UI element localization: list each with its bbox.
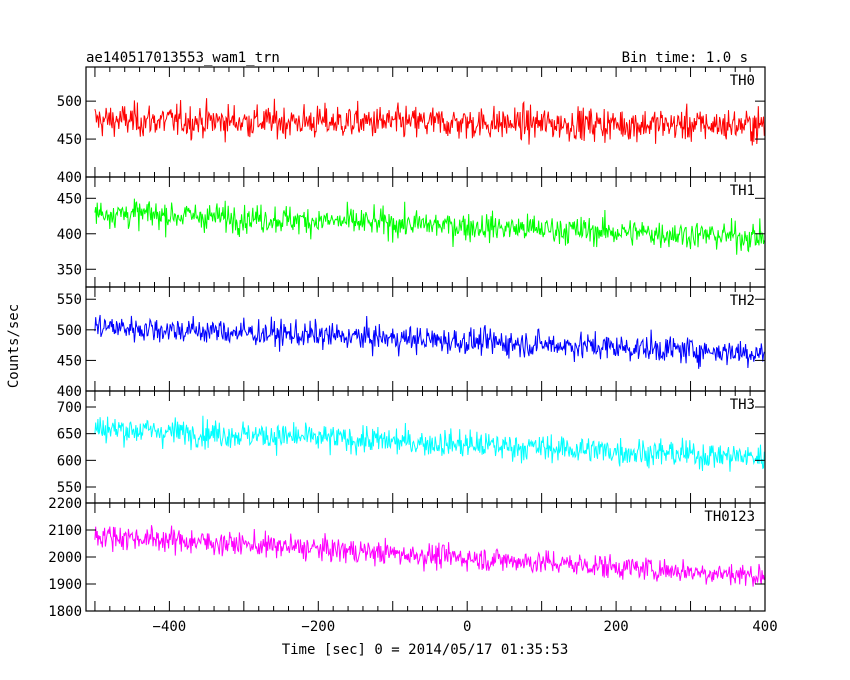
y-tick-label: 600	[57, 453, 82, 469]
y-tick-label: 700	[57, 400, 82, 416]
y-tick-label: 400	[57, 227, 82, 243]
chart-title: ae140517013553_wam1_trn	[86, 50, 280, 66]
panel-th0123: TH0123 1800 1900 2000 2100 2200	[48, 496, 766, 620]
y-tick-label: 400	[57, 170, 82, 186]
panels-group: TH0400450500TH1350400450TH2400450500550T…	[48, 66, 778, 635]
y-tick-label: 450	[57, 132, 82, 148]
x-tick-label: 0	[463, 619, 471, 635]
panel-th3: TH3 550 600 650 700	[57, 390, 766, 504]
y-tick-label: 2200	[48, 496, 82, 512]
series-line-th3	[94, 415, 765, 472]
series-line-th0123	[94, 525, 765, 587]
series-line-th2	[94, 314, 765, 369]
y-tick-label: 450	[57, 353, 82, 369]
panel-label: TH0123	[704, 509, 755, 525]
series-line-th0	[94, 98, 765, 146]
y-tick-label: 2000	[48, 550, 82, 566]
y-tick-label: 500	[57, 323, 82, 339]
series-line-th1	[94, 198, 765, 255]
panel-label: TH3	[730, 397, 755, 413]
y-axis-label: Counts/sec	[6, 304, 22, 388]
panel-th0: TH0 400 450 500	[57, 66, 766, 186]
y-tick-label: 550	[57, 480, 82, 496]
x-tick-label: −400	[153, 619, 187, 635]
y-tick-label: 1800	[48, 604, 82, 620]
y-tick-label: 2100	[48, 523, 82, 539]
y-tick-label: 500	[57, 94, 82, 110]
bin-time-label: Bin time: 1.0 s	[622, 50, 748, 66]
panel-label: TH0	[730, 73, 755, 89]
x-tick-label: 400	[752, 619, 777, 635]
y-tick-label: 400	[57, 384, 82, 400]
panel-th1: TH1 350 400 450	[57, 176, 766, 288]
y-tick-label: 650	[57, 427, 82, 443]
x-tick-label: 200	[603, 619, 628, 635]
y-tick-label: 550	[57, 292, 82, 308]
panel-label: TH1	[730, 183, 755, 199]
panel-th2: TH2 400 450 500 550	[57, 286, 766, 400]
panel-label: TH2	[730, 293, 755, 309]
x-tick-label: −200	[301, 619, 335, 635]
y-tick-label: 350	[57, 262, 82, 278]
x-axis-label: Time [sec] 0 = 2014/05/17 01:35:53	[282, 642, 569, 658]
y-tick-label: 1900	[48, 577, 82, 593]
y-tick-label: 450	[57, 191, 82, 207]
panel-frame	[85, 286, 766, 392]
